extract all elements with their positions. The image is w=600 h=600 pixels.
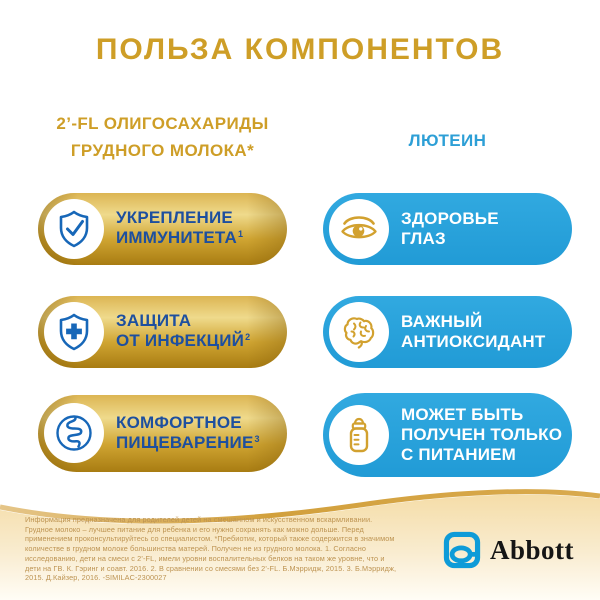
right-column-header: ЛЮТЕИН [323,110,572,154]
badge-antioxidant: ВАЖНЫЙ АНТИОКСИДАНТ [323,296,572,368]
right-header-text: ЛЮТЕИН [408,131,487,150]
abbott-a-icon [443,531,481,569]
badge-label: ЗАЩИТА ОТ ИНФЕКЦИЙ2 [116,311,250,353]
baby-bottle-icon [349,417,369,453]
left-header-line2: ГРУДНОГО МОЛОКА* [70,141,255,160]
left-column-header: 2’-FL ОЛИГОСАХАРИДЫ ГРУДНОГО МОЛОКА* [38,110,287,164]
icon-circle [44,403,104,463]
badge-line1: УКРЕПЛЕНИЕ [116,208,233,227]
badge-line1: МОЖЕТ БЫТЬ [401,405,524,424]
brain-icon [343,317,375,349]
eye-icon [341,216,377,239]
badge-nutrition-only: МОЖЕТ БЫТЬ ПОЛУЧЕН ТОЛЬКО С ПИТАНИЕМ [323,393,572,477]
badge-line2: ИММУНИТЕТА1 [116,228,244,247]
shield-cross-icon [59,313,89,351]
footnote-line: Информация предназначена для родителей д… [25,515,373,524]
badge-immunity: УКРЕПЛЕНИЕ ИММУНИТЕТА1 [38,193,287,265]
badge-line2: ПОЛУЧЕН ТОЛЬКО [401,425,563,444]
badge-line1: КОМФОРТНОЕ [116,412,242,432]
shield-check-icon [59,210,89,248]
badge-eye-health: ЗДОРОВЬЕ ГЛАЗ [323,193,572,265]
badge-line1: ЗДОРОВЬЕ [401,209,499,228]
badge-line2: ПИЩЕВАРЕНИЕ3 [116,432,260,452]
badge-line1: ВАЖНЫЙ [401,312,483,331]
badge-line3: С ПИТАНИЕМ [401,445,517,464]
badge-line1: ЗАЩИТА [116,311,192,330]
footnote-line: дети на ГВ. К. Гэринг и соавт. 2016. 2. … [25,563,397,573]
footnote-line: применением проконсультируйтесь со специ… [25,534,395,544]
footnote-line: исследованию, дети на смеси с 2’-FL, име… [25,553,385,563]
icon-circle [329,199,389,259]
badge-label: УКРЕПЛЕНИЕ ИММУНИТЕТА1 [116,208,243,250]
footnote-line: Грудное молоко – лучшее питание для ребе… [25,524,364,534]
footnote-ref: 3 [254,433,260,444]
badge-digestion: КОМФОРТНОЕ ПИЩЕВАРЕНИЕ3 [38,395,287,472]
badge-line2: АНТИОКСИДАНТ [401,332,546,351]
icon-circle [44,302,104,362]
footnote-ref: 1 [237,229,244,239]
footnote-ref: 2 [245,332,251,342]
abbott-wordmark: Abbott [490,534,575,565]
icon-circle [329,405,389,465]
badge-label: ЗДОРОВЬЕ ГЛАЗ [401,209,499,249]
badge-line2: ГЛАЗ [401,229,446,248]
icon-circle [329,302,389,362]
icon-circle [44,199,104,259]
badge-label: МОЖЕТ БЫТЬ ПОЛУЧЕН ТОЛЬКО С ПИТАНИЕМ [401,405,562,465]
bottom-wave-decoration [0,480,600,600]
badge-label: КОМФОРТНОЕ ПИЩЕВАРЕНИЕ3 [116,413,260,455]
legal-footnote: Информация предназначена для родителей д… [25,515,455,583]
footnote-line: 2015. Д.Кайзер, 2016. -SIMILAC-2300027 [25,573,167,583]
badge-infection-protection: ЗАЩИТА ОТ ИНФЕКЦИЙ2 [38,296,287,368]
badge-label: ВАЖНЫЙ АНТИОКСИДАНТ [401,312,545,352]
intestine-icon [56,415,92,451]
abbott-logo: Abbott [443,531,574,569]
wave-graphic [0,489,600,600]
footnote-line: количестве в грудном молоке большинства … [25,544,367,554]
page-title: ПОЛЬЗА КОМПОНЕНТОВ [95,33,505,66]
badge-line2: ОТ ИНФЕКЦИЙ2 [116,331,251,350]
left-header-line1: 2’-FL ОЛИГОСАХАРИДЫ [56,114,269,133]
